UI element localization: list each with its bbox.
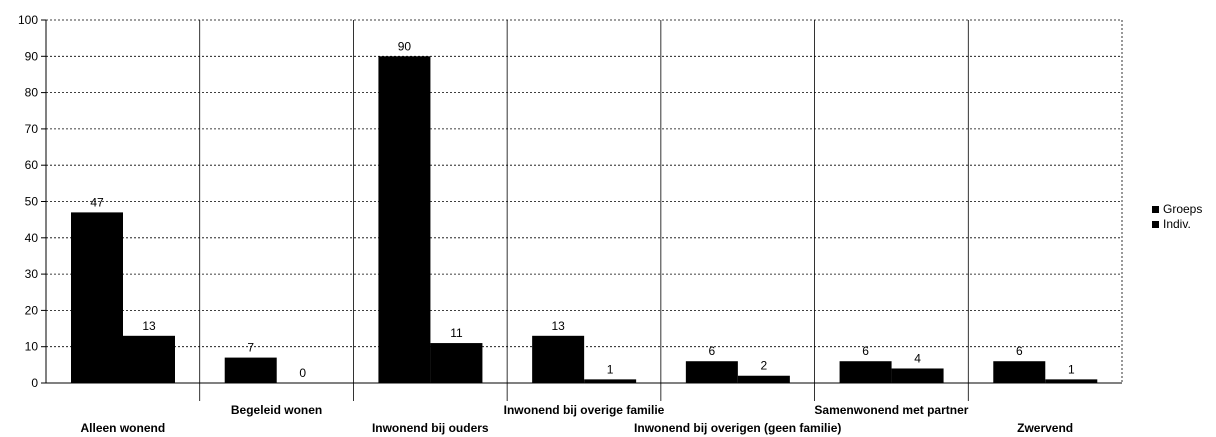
legend-swatch	[1152, 221, 1159, 228]
x-category-label: Inwonend bij ouders	[372, 421, 489, 435]
data-label: 47	[90, 195, 104, 209]
bar-groeps-3	[378, 56, 431, 384]
bar-indiv-5	[737, 375, 790, 383]
y-tick-label: 60	[25, 158, 39, 172]
legend-label: Groeps	[1163, 202, 1202, 216]
x-category-label: Samenwonend met partner	[814, 403, 968, 417]
data-label: 7	[247, 341, 254, 355]
y-tick-label: 20	[25, 303, 39, 317]
data-label: 6	[862, 344, 869, 358]
bar-indiv-1	[123, 335, 175, 383]
y-tick-label: 40	[25, 231, 39, 245]
bar-groeps-4	[532, 335, 585, 383]
bar-indiv-4	[584, 379, 637, 383]
y-tick-label: 80	[25, 86, 39, 100]
y-tick-label: 70	[25, 122, 39, 136]
data-label: 0	[299, 366, 306, 380]
bar-indiv-3	[430, 343, 483, 383]
bar-groeps-1	[71, 212, 123, 383]
bar-groeps-2	[224, 357, 277, 383]
data-label: 90	[398, 39, 412, 53]
data-label: 1	[607, 362, 614, 376]
legend-label: Indiv.	[1163, 217, 1191, 231]
y-tick-label: 50	[25, 195, 39, 209]
gridlines	[46, 19, 1123, 401]
data-label: 4	[914, 351, 921, 365]
y-tick-label: 10	[25, 340, 39, 354]
bar-indiv-6	[891, 368, 944, 383]
x-category-label: Inwonend bij overige familie	[504, 403, 665, 417]
bar-groeps-6	[839, 361, 892, 383]
data-label: 2	[761, 359, 768, 373]
y-tick-label: 100	[18, 13, 38, 27]
data-label: 1	[1068, 362, 1075, 376]
bar-groeps-7	[993, 361, 1046, 383]
data-label: 13	[551, 319, 565, 333]
x-category-label: Inwonend bij overigen (geen familie)	[634, 421, 841, 435]
x-category-label: Begeleid wonen	[231, 403, 322, 417]
x-category-label: Zwervend	[1017, 421, 1073, 435]
y-tick-label: 30	[25, 267, 39, 281]
bar-groeps-5	[685, 361, 738, 383]
data-label: 6	[709, 344, 716, 358]
data-label: 6	[1016, 344, 1023, 358]
y-tick-label: 90	[25, 49, 39, 63]
data-label: 13	[142, 319, 156, 333]
data-label: 11	[450, 326, 463, 340]
bar-indiv-7	[1045, 379, 1098, 383]
x-category-label: Alleen wonend	[81, 421, 166, 435]
y-tick-label: 0	[31, 376, 38, 390]
legend-swatch	[1152, 206, 1159, 213]
